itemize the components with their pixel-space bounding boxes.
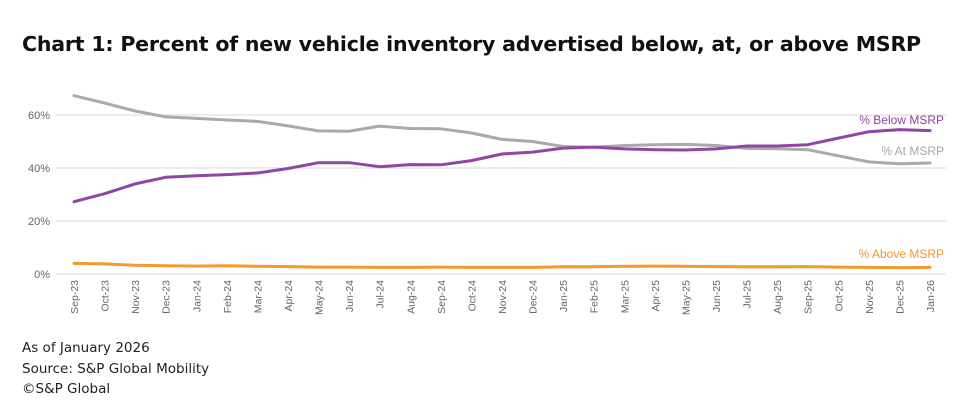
- y-tick-label: 0%: [34, 269, 50, 281]
- series-lines: [72, 94, 932, 270]
- x-tick-label: Jan-26: [925, 280, 937, 312]
- x-tick-label: Dec-23: [161, 280, 173, 314]
- x-tick-label: Sep-25: [803, 280, 815, 314]
- x-tick-label: May-24: [314, 280, 326, 315]
- copyright-note: ©S&P Global: [22, 381, 111, 397]
- x-tick-label: Jan-25: [558, 280, 570, 312]
- x-tick-label: Jan-24: [191, 280, 203, 312]
- series-label-pct-at-msrp: % At MSRP: [881, 144, 944, 158]
- x-tick-label: May-25: [680, 280, 692, 315]
- x-tick-label: Apr-24: [283, 280, 295, 312]
- x-tick-label: Nov-24: [497, 280, 509, 314]
- x-tick-label: Aug-24: [405, 280, 417, 314]
- x-tick-label: Mar-25: [619, 280, 631, 313]
- chart-footer: As of January 2026 Source: S&P Global Mo…: [22, 338, 209, 400]
- series-line-pct-at-msrp: [72, 94, 932, 166]
- x-tick-label: Oct-24: [466, 280, 478, 312]
- series-label-pct-below-msrp: % Below MSRP: [859, 113, 944, 127]
- x-tick-label: Oct-25: [833, 280, 845, 312]
- y-tick-label: 20%: [28, 216, 50, 228]
- source-note: Source: S&P Global Mobility: [22, 360, 210, 377]
- as-of-note: As of January 2026: [22, 340, 150, 356]
- x-tick-label: Feb-25: [589, 280, 601, 313]
- x-tick-label: Sep-23: [69, 280, 81, 314]
- x-tick-label: Jun-25: [711, 280, 723, 312]
- gridlines: [56, 114, 946, 275]
- chart-title: Chart 1: Percent of new vehicle inventor…: [22, 32, 921, 56]
- x-tick-label: Apr-25: [650, 280, 662, 312]
- x-tick-label: Aug-25: [772, 280, 784, 314]
- series-label-pct-above-msrp: % Above MSRP: [859, 247, 944, 261]
- x-axis-ticks: Sep-23 Oct-23 Nov-23 Dec-23 Jan-24 Feb-24 Mar-…: [69, 280, 937, 315]
- x-tick-label: Dec-25: [894, 280, 906, 314]
- x-tick-label: Sep-24: [436, 280, 448, 314]
- x-tick-label: Oct-23: [100, 280, 112, 312]
- y-tick-label: 60%: [28, 110, 50, 122]
- x-tick-label: Nov-25: [864, 280, 876, 314]
- x-tick-label: Feb-24: [222, 280, 234, 313]
- x-tick-label: Jun-24: [344, 280, 356, 312]
- y-axis-ticks: 0% 20% 40% 60%: [28, 110, 50, 281]
- x-tick-label: Jul-25: [742, 280, 754, 309]
- series-line-pct-above-msrp: [72, 261, 932, 270]
- x-tick-label: Dec-24: [528, 280, 540, 314]
- series-line-pct-below-msrp: [72, 128, 932, 204]
- series-labels: % Below MSRP % At MSRP % Above MSRP: [859, 113, 944, 261]
- x-tick-label: Nov-23: [130, 280, 142, 314]
- y-tick-label: 40%: [28, 163, 50, 175]
- x-tick-label: Jul-24: [375, 280, 387, 309]
- x-tick-label: Mar-24: [252, 280, 264, 313]
